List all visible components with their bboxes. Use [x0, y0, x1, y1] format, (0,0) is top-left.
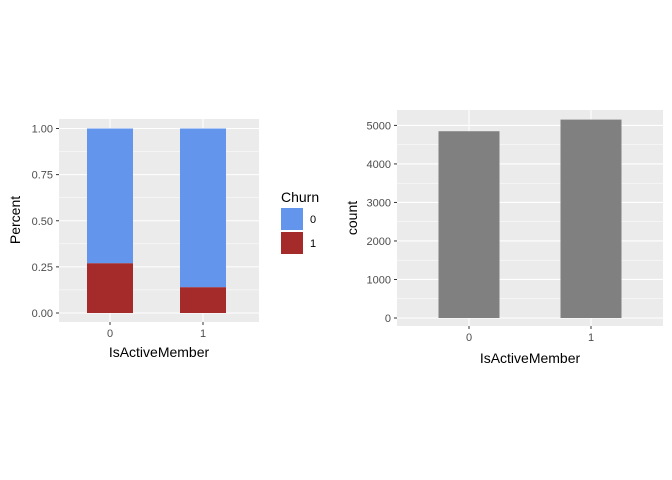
bar-churn-0	[180, 128, 226, 288]
x-tick-label: 1	[588, 332, 594, 344]
bar-churn-1	[180, 287, 226, 313]
bar-count	[560, 119, 622, 318]
legend-key-1	[281, 232, 303, 254]
x-tick-label: 1	[200, 328, 206, 340]
y-tick-label: 1.00	[32, 124, 53, 136]
bar-churn-1	[87, 263, 133, 313]
legend-label-1: 1	[310, 238, 316, 250]
y-tick-label: 1000	[367, 274, 391, 286]
x-axis-title: IsActiveMember	[109, 344, 210, 360]
y-tick-label: 0.75	[32, 170, 53, 182]
y-tick-label: 0.50	[32, 216, 53, 228]
y-tick-label: 4000	[367, 159, 391, 171]
y-tick-label: 5000	[367, 120, 391, 132]
bars	[438, 119, 622, 318]
y-tick-label: 3000	[367, 197, 391, 209]
y-axis-title: count	[344, 201, 360, 235]
bar-count	[438, 131, 500, 318]
legend: Churn 0 1	[281, 189, 319, 254]
y-tick-label: 0.25	[32, 262, 53, 274]
panel-background	[397, 110, 663, 326]
legend-key-0	[281, 208, 303, 230]
x-tick-label: 0	[466, 332, 472, 344]
y-axis: 0.00 0.25 0.50 0.75 1.00	[32, 124, 59, 320]
legend-title: Churn	[281, 189, 319, 205]
y-tick-label: 2000	[367, 236, 391, 248]
y-tick-label: 0.00	[32, 308, 53, 320]
bars	[87, 128, 226, 313]
x-axis-title: IsActiveMember	[480, 350, 581, 366]
x-tick-label: 0	[107, 328, 113, 340]
y-tick-label: 0	[385, 313, 391, 325]
bar-churn-0	[87, 128, 133, 264]
y-axis-title: Percent	[7, 196, 23, 244]
legend-label-0: 0	[310, 214, 316, 226]
y-axis: 0 1000 2000 3000 4000 5000	[367, 120, 397, 325]
